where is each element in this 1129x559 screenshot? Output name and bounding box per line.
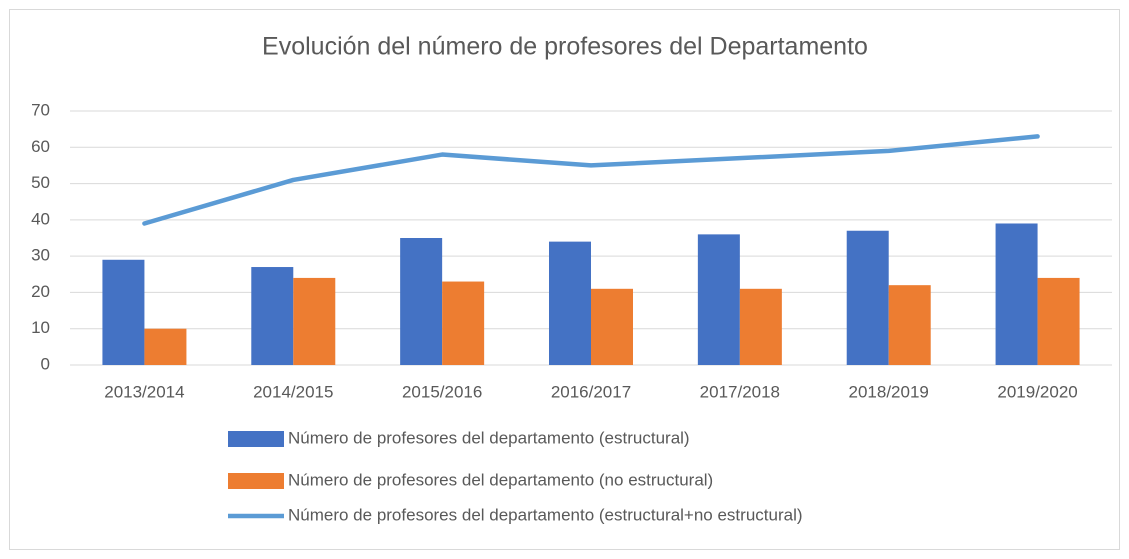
line bbox=[142, 134, 1040, 226]
legend-swatch bbox=[228, 431, 284, 447]
bar bbox=[442, 281, 485, 365]
bar bbox=[739, 288, 782, 365]
x-tick-label: 2016/2017 bbox=[551, 382, 631, 401]
bar bbox=[102, 259, 145, 365]
bar bbox=[846, 230, 889, 365]
y-tick-label: 10 bbox=[31, 318, 50, 337]
bar bbox=[888, 285, 931, 365]
x-tick-label: 2019/2020 bbox=[997, 382, 1077, 401]
x-tick-label: 2018/2019 bbox=[849, 382, 929, 401]
y-tick-label: 20 bbox=[31, 282, 50, 301]
y-tick-label: 40 bbox=[31, 209, 50, 228]
chart-title: Evolución del número de profesores del D… bbox=[262, 33, 868, 61]
y-tick-label: 50 bbox=[31, 173, 50, 192]
x-tick-label: 2013/2014 bbox=[104, 382, 184, 401]
legend-swatch bbox=[228, 473, 284, 489]
y-tick-label: 30 bbox=[31, 246, 50, 265]
legend-label: Número de profesores del departamento (e… bbox=[288, 505, 803, 524]
y-tick-label: 60 bbox=[31, 137, 50, 156]
bar bbox=[293, 277, 336, 365]
legend-label: Número de profesores del departamento (e… bbox=[288, 428, 690, 447]
bar bbox=[697, 234, 740, 365]
bar bbox=[591, 288, 633, 365]
y-tick-label: 70 bbox=[31, 100, 50, 119]
bar bbox=[144, 328, 187, 365]
bar bbox=[251, 267, 294, 365]
bar bbox=[995, 223, 1038, 365]
bar bbox=[1037, 277, 1080, 365]
bar bbox=[400, 238, 443, 365]
bar bbox=[549, 241, 591, 365]
legend-label: Número de profesores del departamento (n… bbox=[288, 470, 713, 489]
x-tick-label: 2017/2018 bbox=[700, 382, 780, 401]
x-tick-label: 2015/2016 bbox=[402, 382, 482, 401]
y-tick-label: 0 bbox=[41, 354, 50, 373]
x-tick-label: 2014/2015 bbox=[253, 382, 333, 401]
